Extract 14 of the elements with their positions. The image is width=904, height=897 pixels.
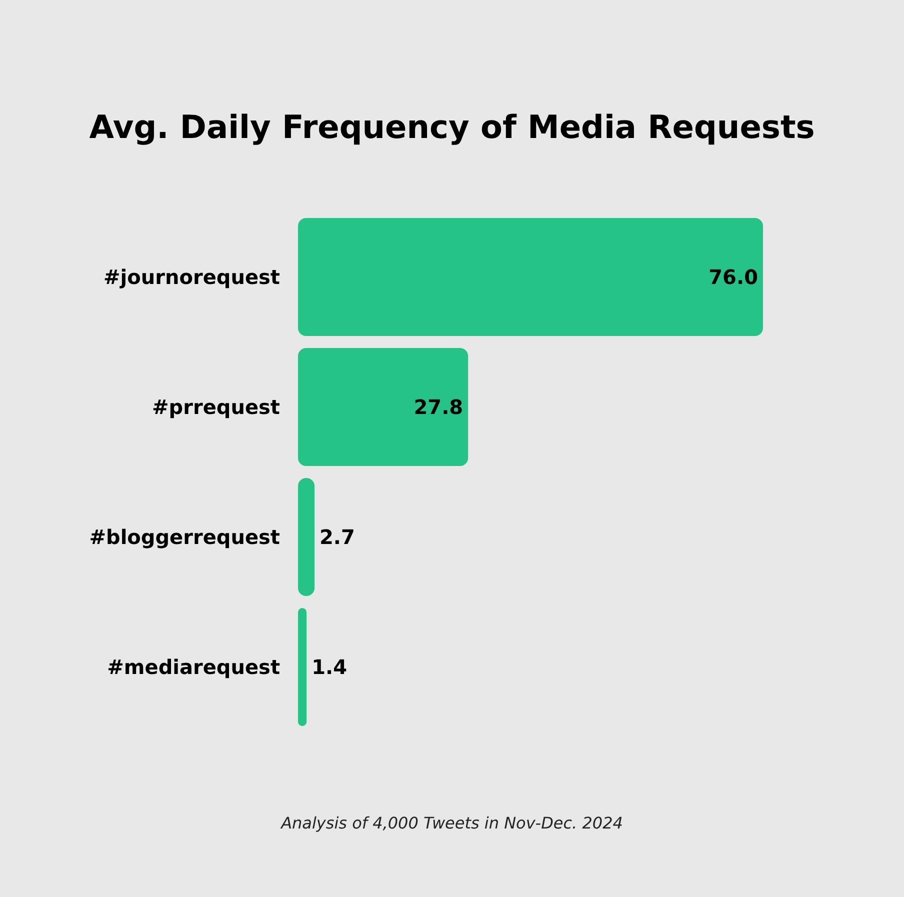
y-tick-label: #bloggerrequest (89, 525, 280, 549)
y-tick-label: #mediarequest (107, 655, 280, 679)
data-label: 27.8 (414, 395, 464, 419)
bar (298, 218, 763, 336)
y-tick-label: #journorequest (104, 265, 280, 289)
bar (298, 478, 315, 596)
bar (298, 348, 468, 466)
y-tick-label: #prrequest (152, 395, 280, 419)
data-label: 2.7 (320, 525, 355, 549)
bar (298, 608, 307, 726)
chart-title: Avg. Daily Frequency of Media Requests (89, 108, 815, 146)
data-label: 76.0 (708, 265, 758, 289)
text: Analysis of 4,000 Tweets in Nov-Dec. 2024 (280, 814, 623, 832)
data-label: 1.4 (312, 655, 348, 679)
